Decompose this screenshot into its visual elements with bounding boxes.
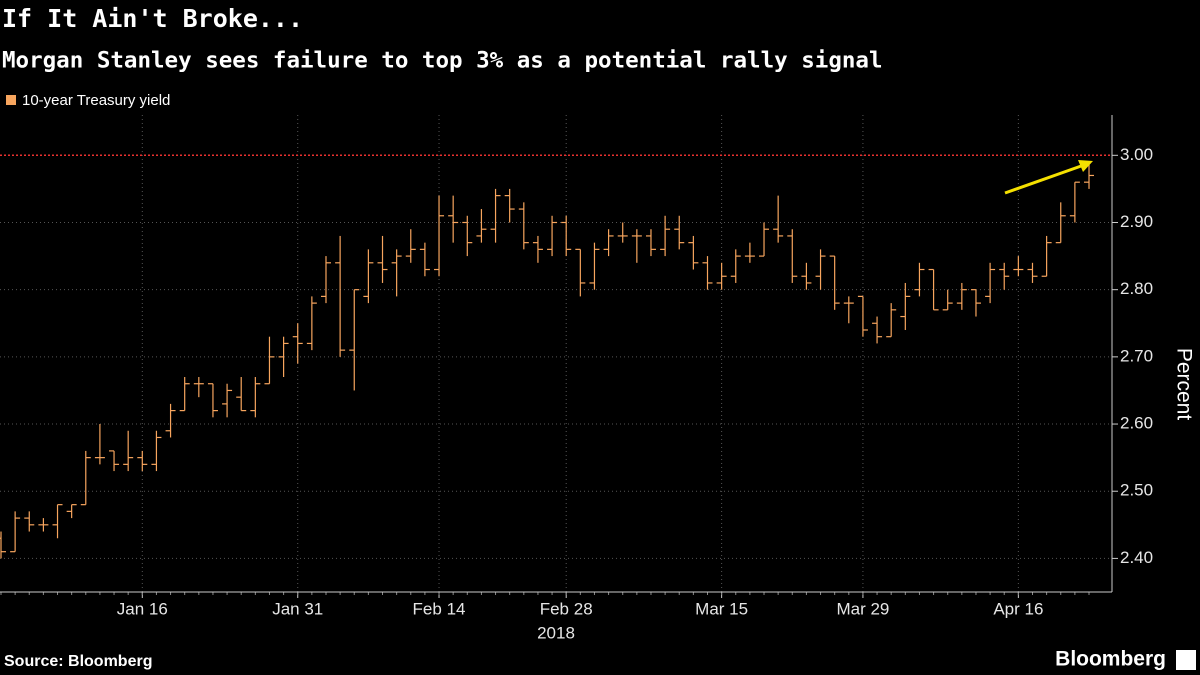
logo-icon — [1176, 650, 1196, 670]
legend-swatch — [6, 95, 16, 105]
y-tick-label: 2.90 — [1120, 212, 1153, 231]
chart-subtitle: Morgan Stanley sees failure to top 3% as… — [2, 48, 883, 74]
y-tick-label: 2.80 — [1120, 279, 1153, 298]
y-tick-label: 3.00 — [1120, 145, 1153, 164]
y-axis-title: Percent — [1172, 348, 1195, 421]
x-tick-label: Feb 28 — [540, 599, 593, 618]
arrow-line — [1004, 163, 1085, 195]
x-tick-label: Jan 31 — [272, 599, 323, 618]
y-tick-label: 2.60 — [1120, 414, 1153, 433]
ohlc-series — [0, 162, 1095, 559]
annotation-arrow — [1004, 160, 1093, 195]
x-tick-label: Mar 29 — [836, 599, 889, 618]
x-tick-label: Apr 16 — [993, 599, 1043, 618]
y-tick-label: 2.50 — [1120, 481, 1153, 500]
x-axis-title: 2018 — [537, 623, 575, 642]
logo: Bloomberg — [1055, 648, 1166, 671]
legend-label: 10-year Treasury yield — [22, 92, 170, 109]
source: Source: Bloomberg — [4, 653, 152, 670]
x-tick-label: Mar 15 — [695, 599, 748, 618]
x-tick-label: Feb 14 — [413, 599, 466, 618]
arrow-head — [1078, 160, 1093, 172]
y-tick-label: 2.40 — [1120, 548, 1153, 567]
y-tick-label: 2.70 — [1120, 346, 1153, 365]
x-tick-label: Jan 16 — [117, 599, 168, 618]
chart-title: If It Ain't Broke... — [2, 4, 303, 33]
